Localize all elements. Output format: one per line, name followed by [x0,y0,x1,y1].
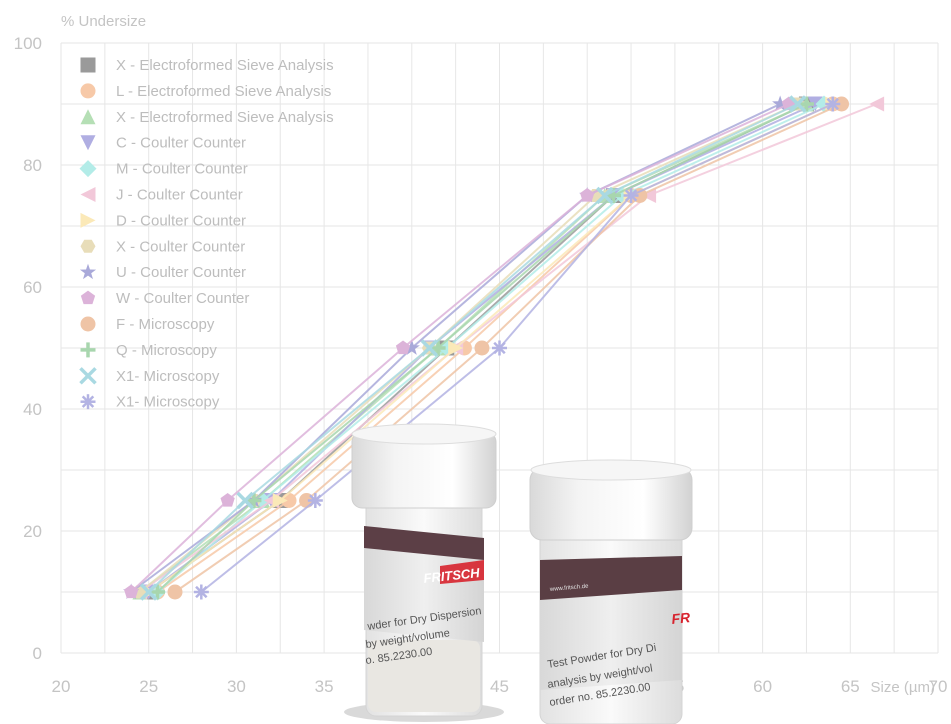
x-tick-label: 20 [52,677,71,696]
y-tick-label: 20 [23,522,42,541]
legend-item: M - Coulter Counter [79,160,248,178]
legend-item: X - Electroformed Sieve Analysis [80,109,334,126]
jar-right-url: www.fritsch.de [549,584,590,593]
data-point [236,491,254,510]
data-point [80,187,96,202]
legend-item: X1- Microscopy [79,367,220,385]
x-axis-label: Size (µm) [871,679,935,696]
brand-logo-right: FR [671,609,692,627]
data-point [80,239,96,253]
legend-item: X - Coulter Counter [80,238,245,255]
legend-item: X - Electroformed Sieve Analysis [80,57,334,74]
series-13 [139,95,807,601]
series-12 [149,96,814,600]
data-point [79,367,97,385]
x-tick-label: 30 [227,677,246,696]
y-tick-label: 40 [23,400,42,419]
legend-label: F - Microscopy [116,316,215,333]
series-lines [123,95,885,601]
data-point [80,109,96,125]
x-tick-label: 60 [753,677,772,696]
legend-label: X - Electroformed Sieve Analysis [116,57,334,74]
legend-item: X1- Microscopy [80,394,220,411]
legend-label: D - Coulter Counter [116,212,246,229]
y-tick-label: 60 [23,278,42,297]
jar-cap-top [351,423,497,445]
data-point [596,186,614,205]
data-point [220,493,235,507]
sample-jar-left: FRITSCH wder for Dry Dispersion by weigh… [351,423,497,717]
data-point [807,96,823,112]
legend-item: D - Coulter Counter [80,212,246,229]
legend-label: M - Coulter Counter [116,161,248,178]
label-band [540,556,682,600]
y-tick-label: 80 [23,156,42,175]
data-point [80,316,96,332]
legend-label: L - Electroformed Sieve Analysis [116,83,331,100]
data-point [80,290,96,305]
data-point [79,160,97,178]
data-point [167,584,183,600]
data-point [81,395,95,408]
y-tick-label: 0 [33,644,42,663]
data-point [139,583,158,601]
label-band [364,526,484,560]
data-point [493,341,506,355]
powder-fill [368,640,480,712]
legend-item: L - Electroformed Sieve Analysis [80,83,331,100]
data-point [80,83,96,99]
data-point [788,95,807,113]
legend-item: W - Coulter Counter [80,290,249,307]
legend-label: X - Coulter Counter [116,238,245,255]
legend-label: Q - Microscopy [116,342,217,359]
data-point [420,339,439,357]
x-tick-label: 70 [929,677,948,696]
data-point [580,188,595,202]
legend-item: U - Coulter Counter [79,263,246,281]
jar-cap-top [530,459,692,481]
data-point [272,493,288,508]
data-point [641,188,657,203]
sample-jar-right: www.fritsch.de FR Test Powder for Dry Di… [529,459,693,724]
data-point [80,57,96,73]
series-14 [193,96,841,600]
legend-label: X1- Microscopy [116,368,220,385]
data-point [474,340,490,356]
legend-item: F - Microscopy [80,316,215,333]
legend-label: J - Coulter Counter [116,187,243,204]
legend-label: U - Coulter Counter [116,264,246,281]
x-tick-label: 25 [139,677,158,696]
data-point [195,585,208,599]
sample-jars-photo: FRITSCH wder for Dry Dispersion by weigh… [344,423,693,724]
data-point [395,340,411,355]
y-axis-label: % Undersize [61,13,146,30]
data-point [826,97,839,111]
brand-badge [440,560,484,584]
data-point [124,584,139,599]
legend-label: W - Coulter Counter [116,290,249,307]
x-tick-label: 65 [841,677,860,696]
data-point [624,189,638,202]
data-point [309,494,322,507]
legend-label: C - Coulter Counter [116,135,246,152]
data-point [80,135,96,151]
x-tick-label: 35 [315,677,334,696]
data-point [80,212,96,228]
data-point [772,95,789,111]
data-point [79,263,97,280]
data-point [403,339,420,355]
legend-label: X - Electroformed Sieve Analysis [116,109,334,126]
legend-label: X1- Microscopy [116,394,220,411]
legend-item: J - Coulter Counter [80,187,243,204]
x-tick-label: 45 [490,677,509,696]
data-point [448,340,464,356]
y-tick-label: 100 [14,34,42,53]
brand-logo-left: FRITSCH [423,565,481,586]
legend-item: Q - Microscopy [80,342,217,359]
legend-item: C - Coulter Counter [80,135,246,152]
data-point [869,96,885,112]
legend: X - Electroformed Sieve Analysis L - Elec… [79,57,334,411]
